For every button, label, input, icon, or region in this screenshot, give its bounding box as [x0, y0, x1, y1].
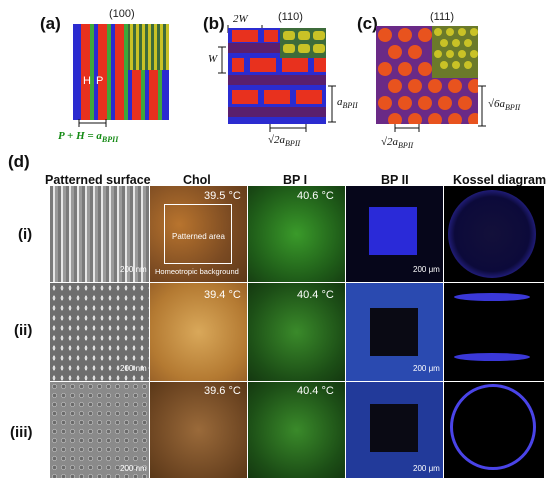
panel-b-a-text: a	[337, 96, 343, 108]
patterned-area-box	[164, 204, 232, 264]
panel-a-equation: P + H = aBPII	[58, 130, 118, 144]
bp2-image-ii	[346, 283, 443, 381]
panel-b-miller: (110)	[278, 11, 303, 23]
panel-b-a-line	[328, 85, 336, 123]
chol-temp-i: 39.5 °C	[204, 190, 241, 202]
panel-c-sqrt2-line	[394, 124, 420, 132]
panel-b-sqrt2-label: √2aBPII	[268, 134, 300, 148]
scale-um-iii: 200 μm	[413, 464, 440, 473]
panel-c-sqrt6-text: √6a	[488, 98, 506, 110]
panel-a-miller: (100)	[109, 8, 135, 20]
panel-b-sqrt2-text: √2a	[268, 134, 286, 146]
panel-c-sqrt6-sub: BPII	[505, 103, 521, 113]
homeotropic-label: Homeotropic background	[155, 267, 239, 276]
bp2-image-i	[346, 186, 443, 282]
chol-image-iii	[150, 382, 247, 478]
bp1-temp-iii: 40.4 °C	[297, 385, 334, 397]
panel-b-label: (b)	[203, 14, 225, 33]
panel-c-sqrt6-line	[478, 85, 486, 127]
kossel-image-i	[444, 186, 544, 282]
panel-a-dimension-line	[78, 119, 107, 127]
row-label-iii: (iii)	[10, 424, 33, 441]
header-bp1: BP I	[283, 173, 308, 187]
sem-image-ii	[50, 283, 149, 381]
panel-d-label: (d)	[8, 152, 30, 171]
bp1-image-iii	[248, 382, 345, 478]
patterned-area-label: Patterned area	[172, 232, 225, 241]
scale-nm-iii: 200 nm	[120, 464, 147, 473]
bp2-image-iii	[346, 382, 443, 478]
panel-c-sqrt2-label: √2aBPII	[381, 136, 413, 150]
scale-nm-i: 200 nm	[120, 265, 147, 274]
row-label-ii: (ii)	[14, 322, 33, 339]
scale-um-ii: 200 μm	[413, 364, 440, 373]
scale-nm-ii: 200 nm	[120, 364, 147, 373]
kossel-image-ii	[444, 283, 544, 381]
panel-b-w: W	[208, 53, 218, 65]
bp1-image-i	[248, 186, 345, 282]
bp1-temp-i: 40.6 °C	[297, 190, 334, 202]
bp1-temp-ii: 40.4 °C	[297, 289, 334, 301]
panel-a-eq-text: P + H = a	[58, 130, 102, 142]
panel-b-sqrt2-line	[269, 124, 307, 132]
row-label-i: (i)	[18, 226, 33, 243]
header-kossel: Kossel diagram	[453, 173, 547, 187]
panel-b-a-label: aBPII	[337, 96, 358, 110]
chol-temp-ii: 39.4 °C	[204, 289, 241, 301]
header-chol: Chol	[183, 173, 211, 187]
panel-a-h-label: H	[83, 75, 91, 87]
panel-c-label: (c)	[357, 14, 378, 33]
panel-c-sqrt2-sub: BPII	[398, 141, 414, 151]
header-bp2: BP II	[381, 173, 409, 187]
panel-b-sqrt2-sub: BPII	[285, 139, 301, 149]
panel-c-sqrt6-label: √6aBPII	[488, 98, 520, 112]
bp1-image-ii	[248, 283, 345, 381]
panel-c-miller: (111)	[430, 11, 455, 23]
panel-b-a-sub: BPII	[342, 101, 358, 111]
chol-temp-iii: 39.6 °C	[204, 385, 241, 397]
panel-a-label: (a)	[40, 14, 61, 33]
panel-a-eq-sub: BPII	[101, 135, 119, 145]
panel-a-p-label: P	[96, 75, 104, 87]
header-patterned-surface: Patterned surface	[45, 173, 151, 187]
kossel-image-iii	[444, 382, 544, 478]
panel-a-image	[73, 24, 169, 120]
panel-b-w-line	[218, 46, 226, 74]
chol-image-ii	[150, 283, 247, 381]
panel-b-2w: 2W	[233, 13, 248, 25]
sem-image-i	[50, 186, 149, 282]
chol-image-i	[150, 186, 247, 282]
panel-c-sqrt2-text: √2a	[381, 136, 399, 148]
sem-image-iii	[50, 382, 149, 478]
scale-um-i: 200 μm	[413, 265, 440, 274]
panel-c-image	[376, 26, 482, 127]
panel-b-image	[228, 28, 326, 124]
